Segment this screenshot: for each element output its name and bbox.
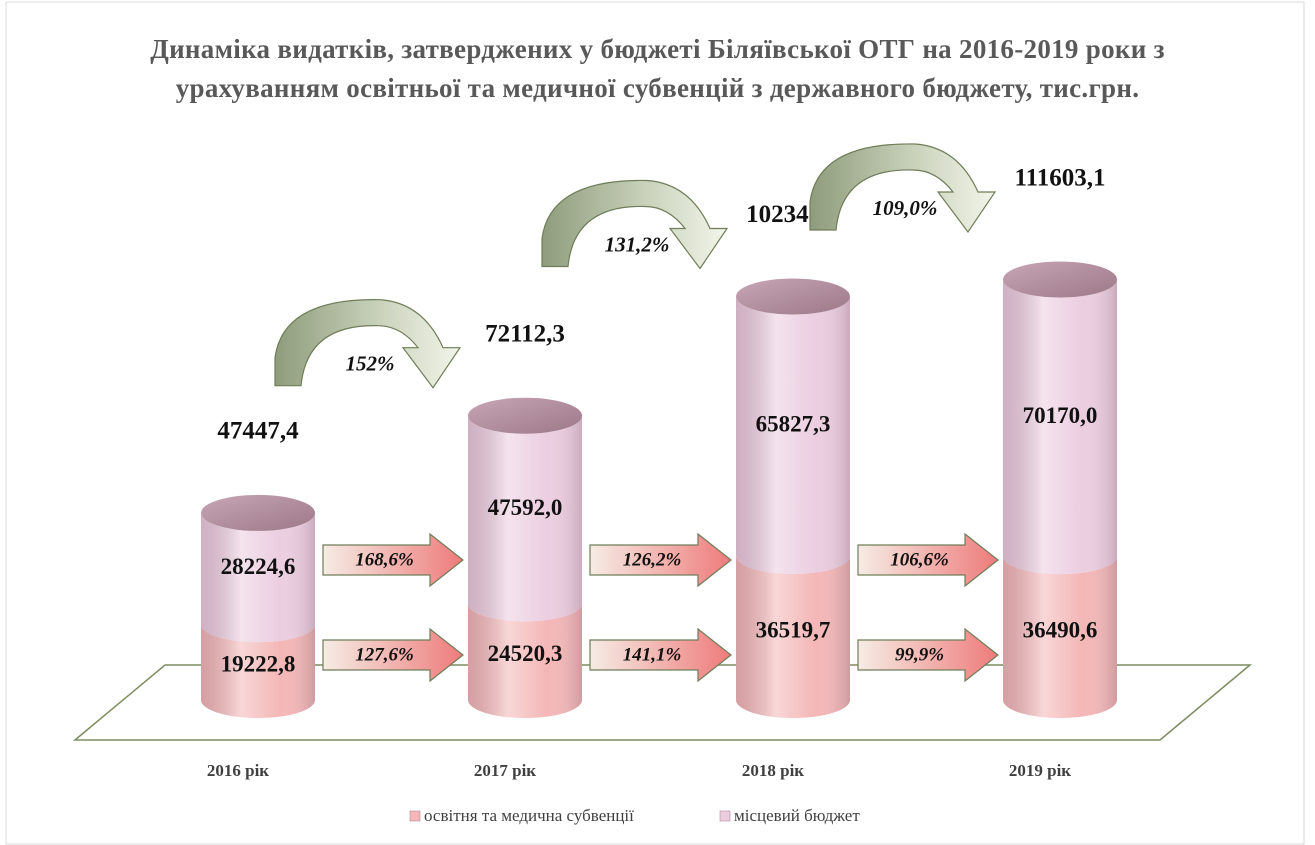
growth-label: 131,2% bbox=[605, 232, 670, 256]
growth-label: 127,6% bbox=[355, 644, 414, 665]
value-label: 65827,3 bbox=[756, 412, 831, 437]
growth-label: 141,1% bbox=[623, 644, 682, 665]
curved-arrow bbox=[541, 179, 729, 270]
segment-shading bbox=[736, 296, 850, 575]
legend-label: місцевий бюджет bbox=[734, 806, 860, 825]
total-label: 47447,4 bbox=[217, 418, 299, 445]
cylinder-segment bbox=[1003, 556, 1117, 718]
curved-arrow bbox=[274, 299, 462, 389]
segment-shading bbox=[468, 603, 582, 718]
straight-arrow bbox=[857, 532, 999, 588]
straight-arrow bbox=[589, 532, 732, 588]
value-label: 36490,6 bbox=[1023, 617, 1098, 642]
growth-arrow-curved: 131,2% bbox=[541, 179, 729, 270]
total-label: 111603,1 bbox=[1015, 165, 1106, 192]
straight-arrow bbox=[857, 627, 999, 683]
chart-border bbox=[5, 1, 1305, 845]
segment-shading bbox=[201, 512, 315, 643]
total-label: 72112,3 bbox=[485, 320, 565, 347]
legend-label: освітня та медична субвенції bbox=[424, 806, 634, 825]
floor bbox=[72, 664, 1253, 741]
cylinder-top bbox=[201, 494, 315, 531]
cylinder-top bbox=[468, 397, 582, 434]
legend-swatch bbox=[719, 810, 731, 822]
growth-arrow-curved: 109,0% bbox=[809, 143, 997, 234]
growth-arrow-straight: 141,1% bbox=[589, 627, 732, 683]
cylinder-segment bbox=[201, 494, 315, 643]
segment-shading bbox=[736, 556, 850, 718]
x-tick-label: 2018 рік bbox=[742, 761, 804, 780]
growth-label: 152% bbox=[346, 352, 395, 376]
straight-arrow bbox=[322, 627, 464, 683]
growth-arrow-straight: 99,9% bbox=[857, 627, 999, 683]
growth-arrow-straight: 106,6% bbox=[857, 532, 999, 588]
x-tick-label: 2016 рік bbox=[207, 761, 269, 780]
x-tick-label: 2017 рік bbox=[474, 761, 536, 780]
growth-arrow-straight: 168,6% bbox=[322, 532, 464, 588]
value-label: 19222,8 bbox=[221, 651, 296, 676]
growth-arrow-curved: 152% bbox=[274, 299, 462, 389]
value-label: 47592,0 bbox=[488, 495, 563, 520]
x-tick-label: 2019 рік bbox=[1009, 761, 1071, 780]
growth-label: 106,6% bbox=[890, 549, 949, 570]
cylinder-segment bbox=[1003, 261, 1117, 575]
growth-label: 99,9% bbox=[895, 644, 944, 665]
cylinder-segment bbox=[468, 603, 582, 718]
growth-label: 109,0% bbox=[873, 196, 938, 220]
segment-shading bbox=[1003, 556, 1117, 718]
growth-arrow-straight: 127,6% bbox=[322, 627, 464, 683]
value-label: 28224,6 bbox=[221, 554, 296, 579]
straight-arrow bbox=[322, 532, 464, 588]
segment-shading bbox=[1003, 279, 1117, 575]
cylinder-top bbox=[736, 278, 850, 315]
growth-label: 168,6% bbox=[355, 549, 414, 570]
segment-shading bbox=[468, 415, 582, 622]
value-label: 36519,7 bbox=[756, 617, 831, 642]
cylinder-top bbox=[1003, 261, 1117, 298]
growth-arrow-straight: 126,2% bbox=[589, 532, 732, 588]
cylinder-segment bbox=[736, 278, 850, 575]
legend-swatch bbox=[409, 810, 421, 822]
value-label: 24520,3 bbox=[488, 641, 563, 666]
segment-shading bbox=[201, 624, 315, 718]
straight-arrow bbox=[589, 627, 732, 683]
curved-arrow bbox=[809, 143, 997, 234]
value-label: 70170,0 bbox=[1023, 403, 1098, 428]
cylinder-segment bbox=[468, 397, 582, 622]
cylinder-segment bbox=[201, 624, 315, 718]
chart-title: Динаміка видатків, затверджених у бюджет… bbox=[150, 34, 1165, 103]
growth-label: 126,2% bbox=[623, 549, 682, 570]
cylinder-segment bbox=[736, 556, 850, 718]
